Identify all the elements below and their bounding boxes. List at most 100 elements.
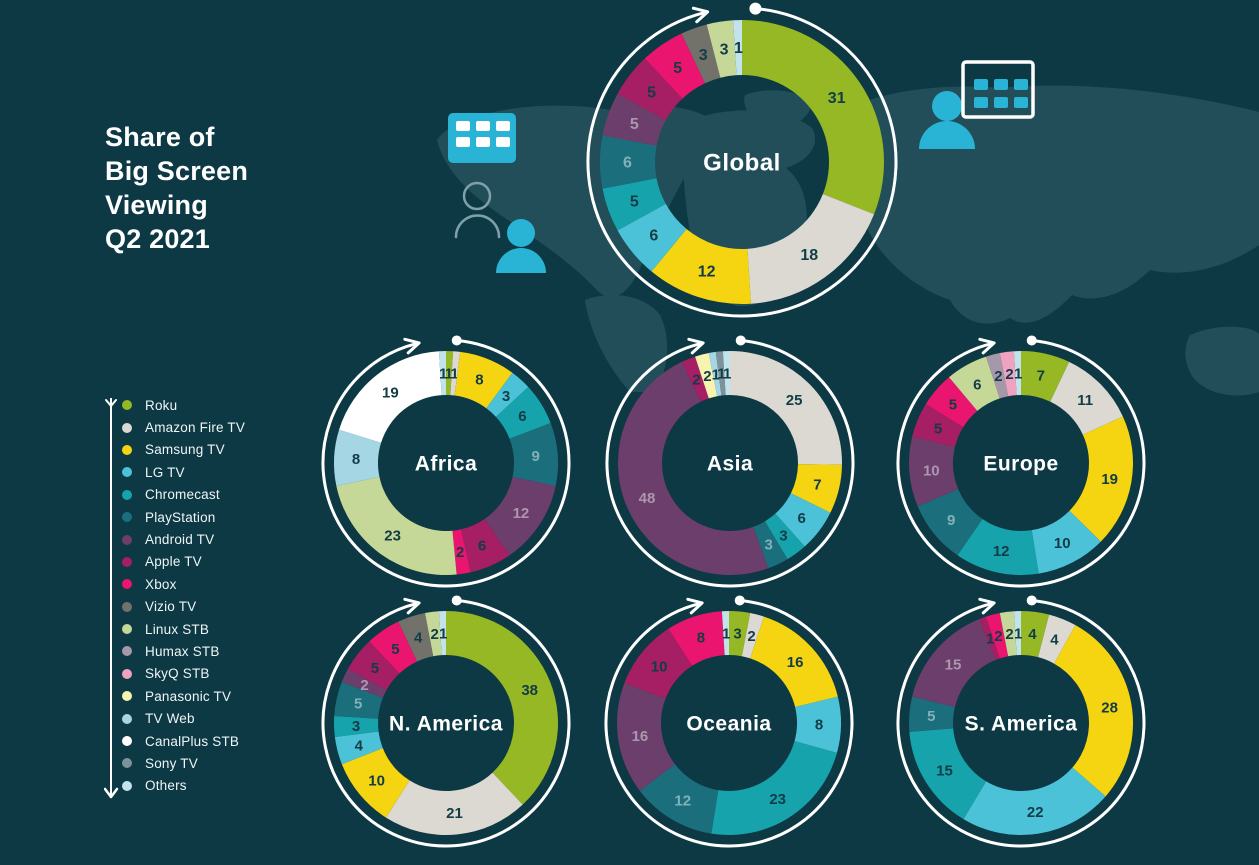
donut-slice-chromecast [764,513,805,560]
ring-start-dot-icon [734,595,745,606]
donut-slice-android-tv [912,619,996,707]
chart-region-label: Global [703,149,781,176]
legend-item-label: Others [145,778,187,794]
legend-item-label: Linux STB [145,621,210,637]
donut-slice-tv-web [708,351,722,397]
slice-value-label: 9 [532,448,540,465]
slice-value-label: 3 [720,42,729,59]
legend-color-dot [122,489,132,500]
slice-value-label: 9 [947,512,955,529]
donut-slice-amazon-fire-tv [730,351,842,465]
slice-value-label: 5 [630,193,639,210]
donut-slice-samsung-tv [454,351,513,409]
ring-arrow [321,598,571,848]
donut-slice-android-tv [909,436,959,507]
donut-slice-playstation [909,696,955,732]
slice-value-label: 5 [647,84,656,101]
slice-value-label: 1 [439,365,447,382]
slice-value-label: 3 [733,626,741,643]
donut-slice-chromecast [909,728,987,820]
slice-value-label: 1 [734,40,743,57]
donut-slice-apple-tv [347,641,400,691]
ring-arrowhead-icon [686,597,704,615]
legend-item-canalplus-stb: CanalPlus STB [122,730,245,752]
donut-slice-amazon-fire-tv [385,772,523,835]
slice-value-label: 2 [456,544,464,561]
slice-value-label: 12 [674,792,691,809]
legend-item-label: Panasonic TV [145,688,232,704]
donut-slice-others [722,351,730,396]
donut-slice-linux-stb [336,476,457,575]
slice-value-label: 3 [502,388,510,405]
chevron-down-icon [105,399,117,407]
legend-item-android-tv: Android TV [122,528,245,550]
ring-start-dot-icon [1026,335,1037,346]
donut-slice-others [1013,351,1021,396]
legend-color-dot [122,534,132,545]
donut-slice-android-tv [618,361,769,575]
slice-value-label: 1 [439,625,447,642]
slice-value-label: 6 [623,155,632,172]
slice-value-label: 10 [651,659,668,676]
legend-item-roku: Roku [122,394,245,416]
legend-items: Roku Amazon Fire TV Samsung TV LG TV Chromec… [122,394,245,797]
ring-start-dot-icon [451,335,462,346]
ring-arrow [896,598,1146,848]
legend-color-dot [122,713,132,724]
slice-value-label: 21 [446,805,463,822]
slice-value-label: 8 [697,630,705,647]
remote-keypad-icon [448,113,516,163]
chart-region-label: Europe [983,452,1058,475]
ring-arrow [604,598,854,848]
slice-value-label: 1 [722,625,730,642]
slice-value-label: 2 [1005,626,1013,643]
slice-value-label: 3 [699,47,708,64]
donut-slice-lg-tv [617,203,687,272]
donut-slice-xbox [369,621,418,674]
remote-keypad-outline-icon [961,60,1035,119]
donut-slice-android-tv [602,93,666,146]
donut-slice-amazon-fire-tv [741,613,764,659]
donut-slice-others [438,351,446,396]
slice-value-label: 2 [703,368,711,385]
slice-value-label: 6 [649,228,658,245]
legend-color-dot [122,780,132,791]
slice-value-label: 5 [354,696,362,713]
legend-item-apple-tv: Apple TV [122,551,245,573]
slice-value-label: 12 [698,263,716,280]
legend-item-others: Others [122,775,245,797]
donut-slice-linux-stb [949,356,1000,411]
legend-item-skyq-stb: SkyQ STB [122,663,245,685]
donut-slice-playstation [753,521,788,569]
person-outline-icon [454,181,501,239]
ring-arrowhead-icon [687,337,705,355]
donut-slice-playstation [509,423,558,486]
slice-value-label: 1 [1014,625,1022,642]
donut-slice-amazon-fire-tv [450,351,461,396]
ring-start-dot-icon [451,595,462,606]
donut-slice-apple-tv [617,58,683,121]
slice-value-label: 5 [371,660,379,677]
legend-color-dot [122,556,132,567]
donut-slice-chromecast [495,387,551,439]
page-title: Share of Big Screen Viewing Q2 2021 [105,122,249,254]
legend-item-humax-stb: Humax STB [122,640,245,662]
donut-slice-amazon-fire-tv [747,194,875,304]
legend-item-amazon-fire-tv: Amazon Fire TV [122,416,245,438]
donut-slice-others [721,611,729,656]
legend-item-tv-web: TV Web [122,707,245,729]
donut-slice-roku [1021,351,1070,402]
slice-value-label: 4 [355,738,364,755]
donut-slice-tv-web [334,429,382,486]
slice-value-label: 2 [431,626,439,643]
donut-slice-apple-tv [979,616,1000,660]
slice-value-label: 10 [1054,535,1071,552]
slice-value-label: 2 [692,372,700,389]
person-icon [919,91,975,149]
donut-slice-roku [742,20,884,215]
slice-value-label: 5 [391,641,399,658]
slice-value-label: 11 [1077,392,1093,409]
slice-value-label: 4 [414,630,423,647]
